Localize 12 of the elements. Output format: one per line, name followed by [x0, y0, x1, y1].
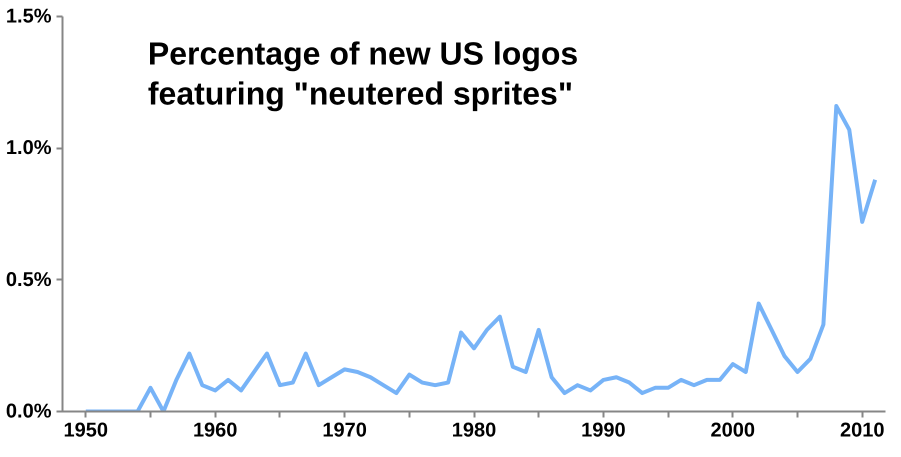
- y-tick-label: 0.0%: [6, 400, 52, 422]
- y-tick-label: 1.0%: [6, 137, 52, 160]
- x-tick-label: 2010: [840, 420, 884, 442]
- x-tick-label: 1970: [322, 420, 367, 442]
- x-tick-label: 1960: [192, 420, 238, 442]
- x-tick-label: 2000: [710, 420, 756, 442]
- x-tick-label: 1990: [581, 420, 626, 442]
- x-tick-label: 1950: [64, 420, 108, 442]
- text: Percentage of new US logos featuring "neutered sprites": [148, 36, 578, 112]
- y-tick-label: 0.5%: [6, 268, 52, 291]
- x-tick-label: 1980: [452, 420, 496, 442]
- y-tick-label: 1.5%: [6, 6, 52, 28]
